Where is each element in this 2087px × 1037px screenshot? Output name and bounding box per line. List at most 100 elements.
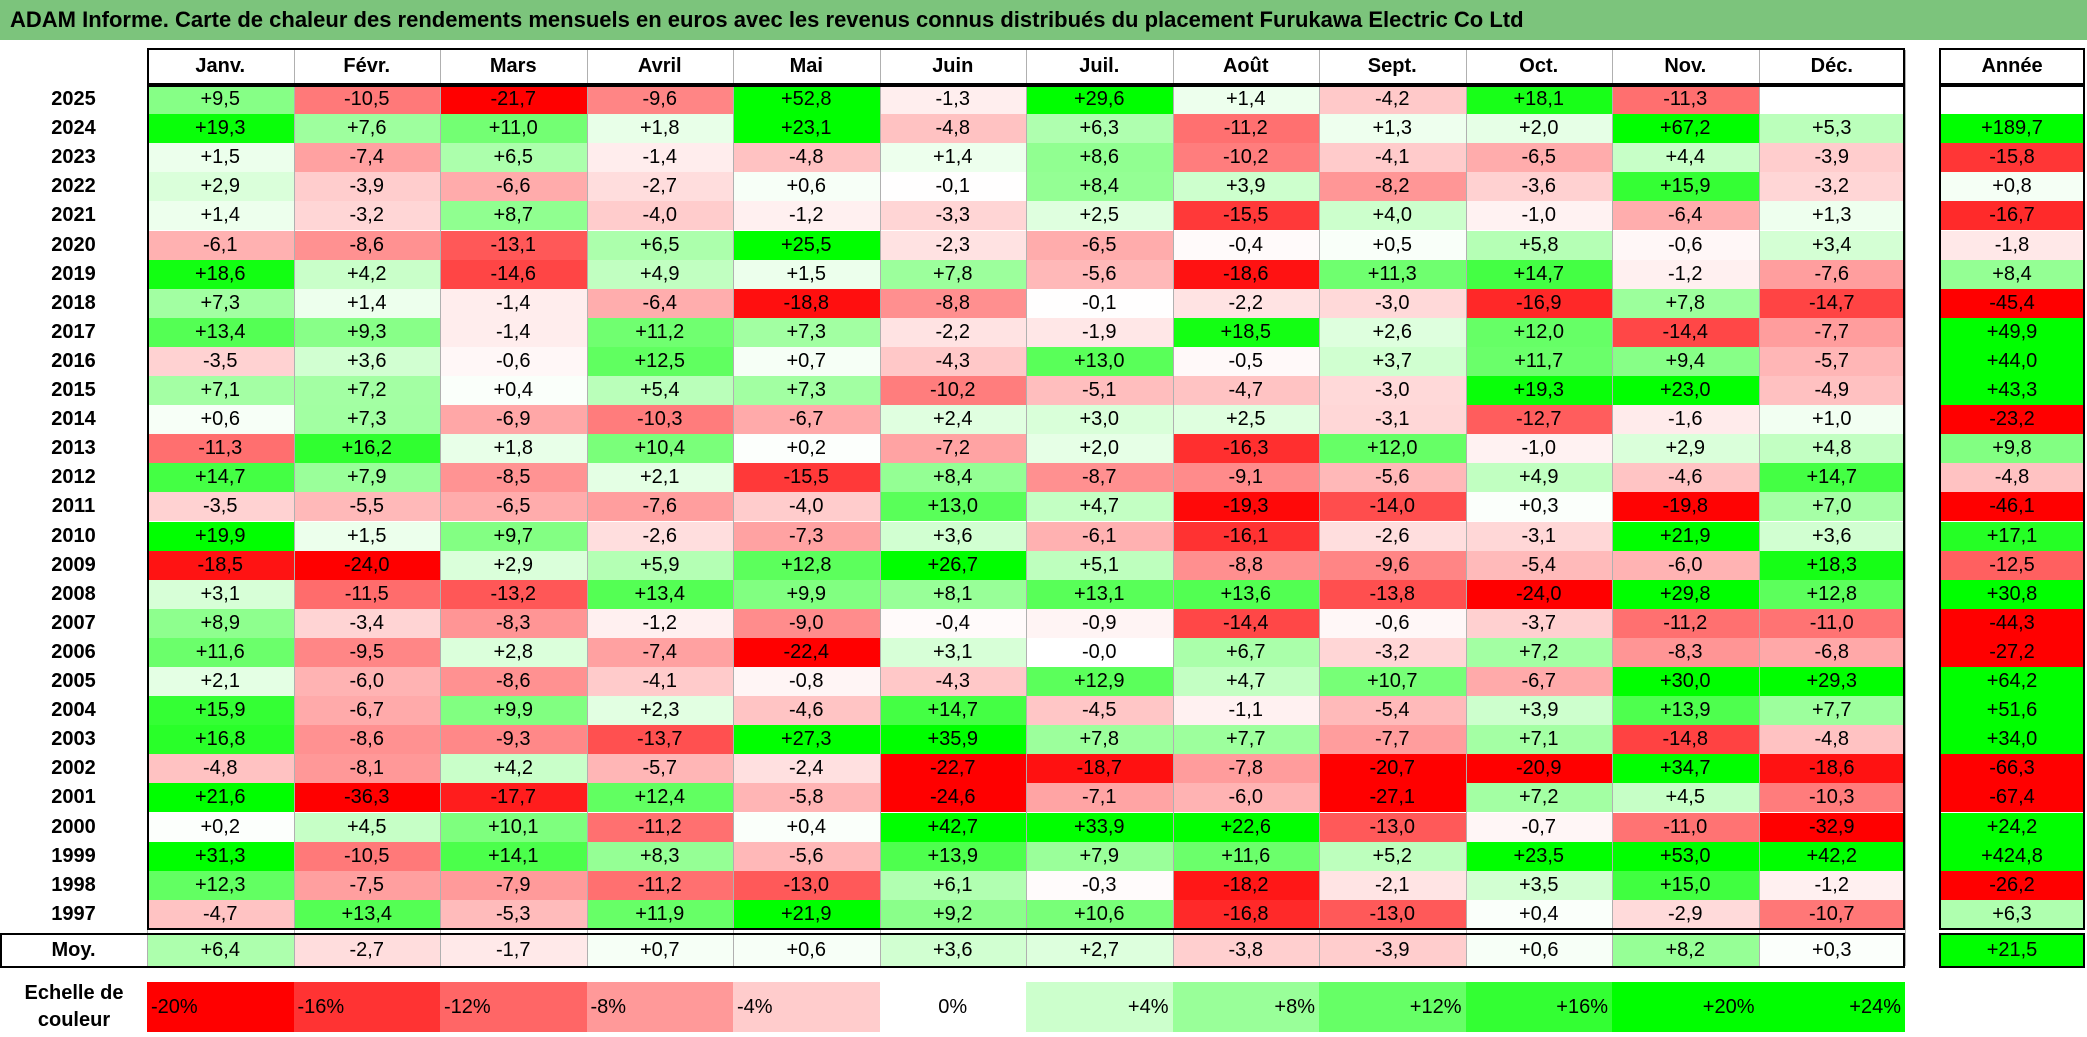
heatmap-cell: -5,6 [733,841,880,871]
heatmap-cell: +15,0 [1612,870,1759,900]
grid-line [879,50,881,966]
annual-cell: +44,0 [1939,346,2085,376]
heatmap-cell: -24,0 [293,550,440,580]
average-annual-cell: +21,5 [1939,934,2085,966]
heatmap-cell: -8,8 [879,288,1026,318]
heatmap-cell: -3,2 [1758,172,1905,202]
heatmap-cell: -4,7 [147,899,294,929]
heatmap-cell: +9,9 [440,696,587,726]
year-label: 2000 [51,815,96,838]
heatmap-cell: +13,9 [879,841,1026,871]
heatmap-cell: -4,8 [1758,725,1905,755]
grid-line [1465,50,1467,966]
heatmap-cell: -3,2 [1319,637,1466,667]
heatmap-cell: -11,2 [1612,608,1759,638]
heatmap-cell: +12,4 [586,783,733,813]
average-cell: -3,8 [1172,934,1319,966]
heatmap-cell: -4,8 [147,754,294,784]
heatmap-cell: +7,2 [1465,783,1612,813]
heatmap-cell: +23,5 [1465,841,1612,871]
heatmap-cell: +8,1 [879,579,1026,609]
heatmap-cell: -7,5 [293,870,440,900]
heatmap-cell: -2,6 [1319,521,1466,551]
heatmap-cell: +19,3 [147,114,294,144]
heatmap-cell [1758,85,1905,115]
heatmap-cell: -11,0 [1758,608,1905,638]
heatmap-cell: +3,1 [147,579,294,609]
month-header: Nov. [1612,50,1759,83]
year-label: 2017 [51,320,96,343]
heatmap-cell: -11,5 [293,579,440,609]
heatmap-cell: +18,5 [1172,317,1319,347]
heatmap-cell: -3,7 [1465,608,1612,638]
heatmap-cell: +7,9 [293,463,440,493]
annual-cell: +64,2 [1939,667,2085,697]
heatmap-cell: +5,2 [1319,841,1466,871]
heatmap-cell: +13,9 [1612,696,1759,726]
heatmap-cell: -12,7 [1465,405,1612,435]
annual-cell: -23,2 [1939,405,2085,435]
heatmap-cell: +9,3 [293,317,440,347]
heatmap-cell: -6,7 [1465,667,1612,697]
heatmap-cell: +8,9 [147,608,294,638]
color-scale-step: -12% [440,982,587,1032]
heatmap-cell: -4,1 [1319,143,1466,173]
heatmap-cell: -6,0 [1172,783,1319,813]
year-label: 2007 [51,611,96,634]
heatmap-cell: +7,2 [293,376,440,406]
heatmap-cell: +16,2 [293,434,440,464]
heatmap-cell: -3,1 [1319,405,1466,435]
heatmap-cell: -0,7 [1465,812,1612,842]
heatmap-cell: -3,5 [147,492,294,522]
annual-cell: +51,6 [1939,696,2085,726]
heatmap-cell: -20,9 [1465,754,1612,784]
heatmap-cell: -18,6 [1172,259,1319,289]
average-cell: +0,6 [733,934,880,966]
annual-cell: -67,4 [1939,783,2085,813]
grid-line [1172,50,1174,966]
heatmap-cell: -14,8 [1612,725,1759,755]
heatmap-cell: -4,9 [1758,376,1905,406]
heatmap-cell: +11,6 [147,637,294,667]
heatmap-cell: -11,3 [147,434,294,464]
heatmap-cell: +15,9 [147,696,294,726]
heatmap-cell: +7,1 [1465,725,1612,755]
heatmap-cell: +9,7 [440,521,587,551]
heatmap-cell: -18,2 [1172,870,1319,900]
heatmap-cell: +8,7 [440,201,587,231]
heatmap-cell: +3,1 [879,637,1026,667]
heatmap-cell: +0,4 [1465,899,1612,929]
heatmap-cell: +1,8 [440,434,587,464]
grid-line [147,50,148,966]
heatmap-cell: -16,9 [1465,288,1612,318]
heatmap-cell: -6,7 [293,696,440,726]
heatmap-cell: -22,4 [733,637,880,667]
heatmap-cell: -2,4 [733,754,880,784]
heatmap-cell: -5,1 [1026,376,1173,406]
heatmap-cell: -5,7 [1758,346,1905,376]
heatmap-cell: -0,6 [1612,230,1759,260]
heatmap-cell: +1,5 [293,521,440,551]
heatmap-cell: -0,5 [1172,346,1319,376]
heatmap-cell: -8,6 [293,725,440,755]
heatmap-cell: -9,0 [733,608,880,638]
heatmap-cell: -1,2 [733,201,880,231]
heatmap-cell: +2,9 [440,550,587,580]
grid-line [440,50,441,966]
year-label: 2011 [51,495,96,518]
heatmap-cell: +4,2 [440,754,587,784]
year-label: 2009 [51,553,96,576]
heatmap-cell: +7,7 [1172,725,1319,755]
heatmap-cell: -14,0 [1319,492,1466,522]
color-scale-step: -8% [586,982,733,1032]
heatmap-cell: +2,0 [1465,114,1612,144]
heatmap-cell: -11,2 [586,812,733,842]
heatmap-cell: -7,7 [1758,317,1905,347]
year-label: 2023 [51,146,96,169]
heatmap-cell: -2,9 [1612,899,1759,929]
heatmap-cell: +5,3 [1758,114,1905,144]
heatmap-cell: +2,8 [440,637,587,667]
heatmap-cell: -2,2 [879,317,1026,347]
heatmap-cell: -1,0 [1465,201,1612,231]
heatmap-cell: +7,3 [147,288,294,318]
